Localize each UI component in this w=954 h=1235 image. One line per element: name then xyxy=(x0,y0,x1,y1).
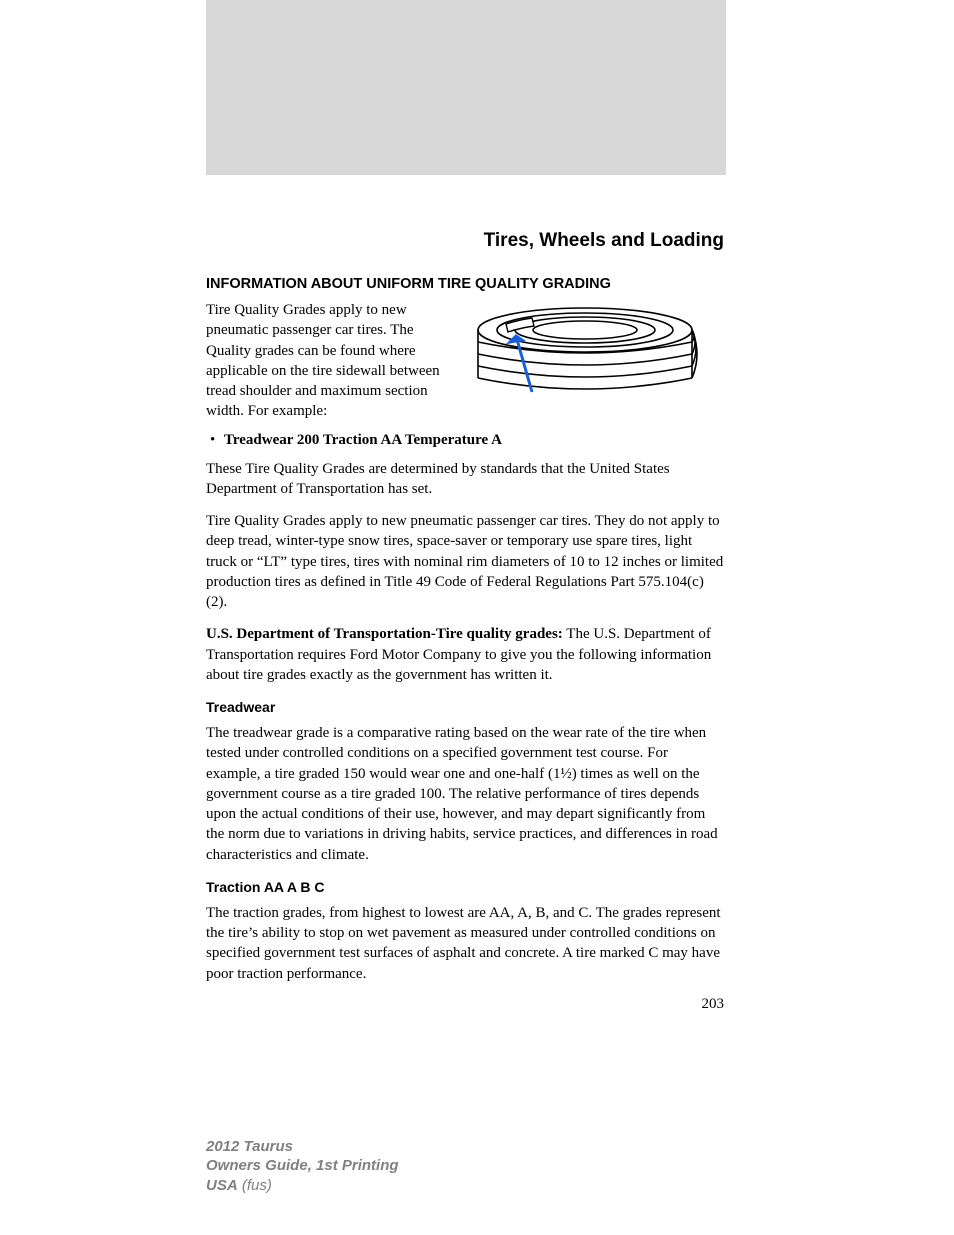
traction-heading: Traction AA A B C xyxy=(206,879,724,895)
page-content: Tires, Wheels and Loading INFORMATION AB… xyxy=(206,230,724,1013)
section-heading-utqg: INFORMATION ABOUT UNIFORM TIRE QUALITY G… xyxy=(206,276,724,292)
tire-diagram xyxy=(460,300,710,422)
treadwear-body: The treadwear grade is a comparative rat… xyxy=(206,723,724,865)
gray-header-bar xyxy=(206,0,726,175)
para-standards: These Tire Quality Grades are determined… xyxy=(206,459,724,500)
example-bullet: •Treadwear 200 Traction AA Temperature A xyxy=(206,432,724,449)
footer-line3: USA (fus) xyxy=(206,1176,399,1196)
footer-line1: 2012 Taurus xyxy=(206,1137,399,1157)
footer-fus: (fus) xyxy=(238,1177,272,1194)
footer-usa: USA xyxy=(206,1177,238,1194)
bullet-label: Treadwear 200 Traction AA Temperature A xyxy=(224,432,502,448)
footer-line2: Owners Guide, 1st Printing xyxy=(206,1156,399,1176)
para-dot-grades: U.S. Department of Transportation-Tire q… xyxy=(206,624,724,685)
chapter-title: Tires, Wheels and Loading xyxy=(206,230,724,252)
para-applicability: Tire Quality Grades apply to new pneumat… xyxy=(206,511,724,612)
traction-body: The traction grades, from highest to low… xyxy=(206,903,724,984)
intro-text: Tire Quality Grades apply to new pneumat… xyxy=(206,300,446,422)
dot-grades-bold: U.S. Department of Transportation-Tire q… xyxy=(206,626,563,642)
intro-row: Tire Quality Grades apply to new pneumat… xyxy=(206,300,724,422)
footer: 2012 Taurus Owners Guide, 1st Printing U… xyxy=(206,1137,399,1196)
bullet-dot: • xyxy=(210,432,224,449)
treadwear-heading: Treadwear xyxy=(206,699,724,715)
page-number: 203 xyxy=(206,996,724,1013)
